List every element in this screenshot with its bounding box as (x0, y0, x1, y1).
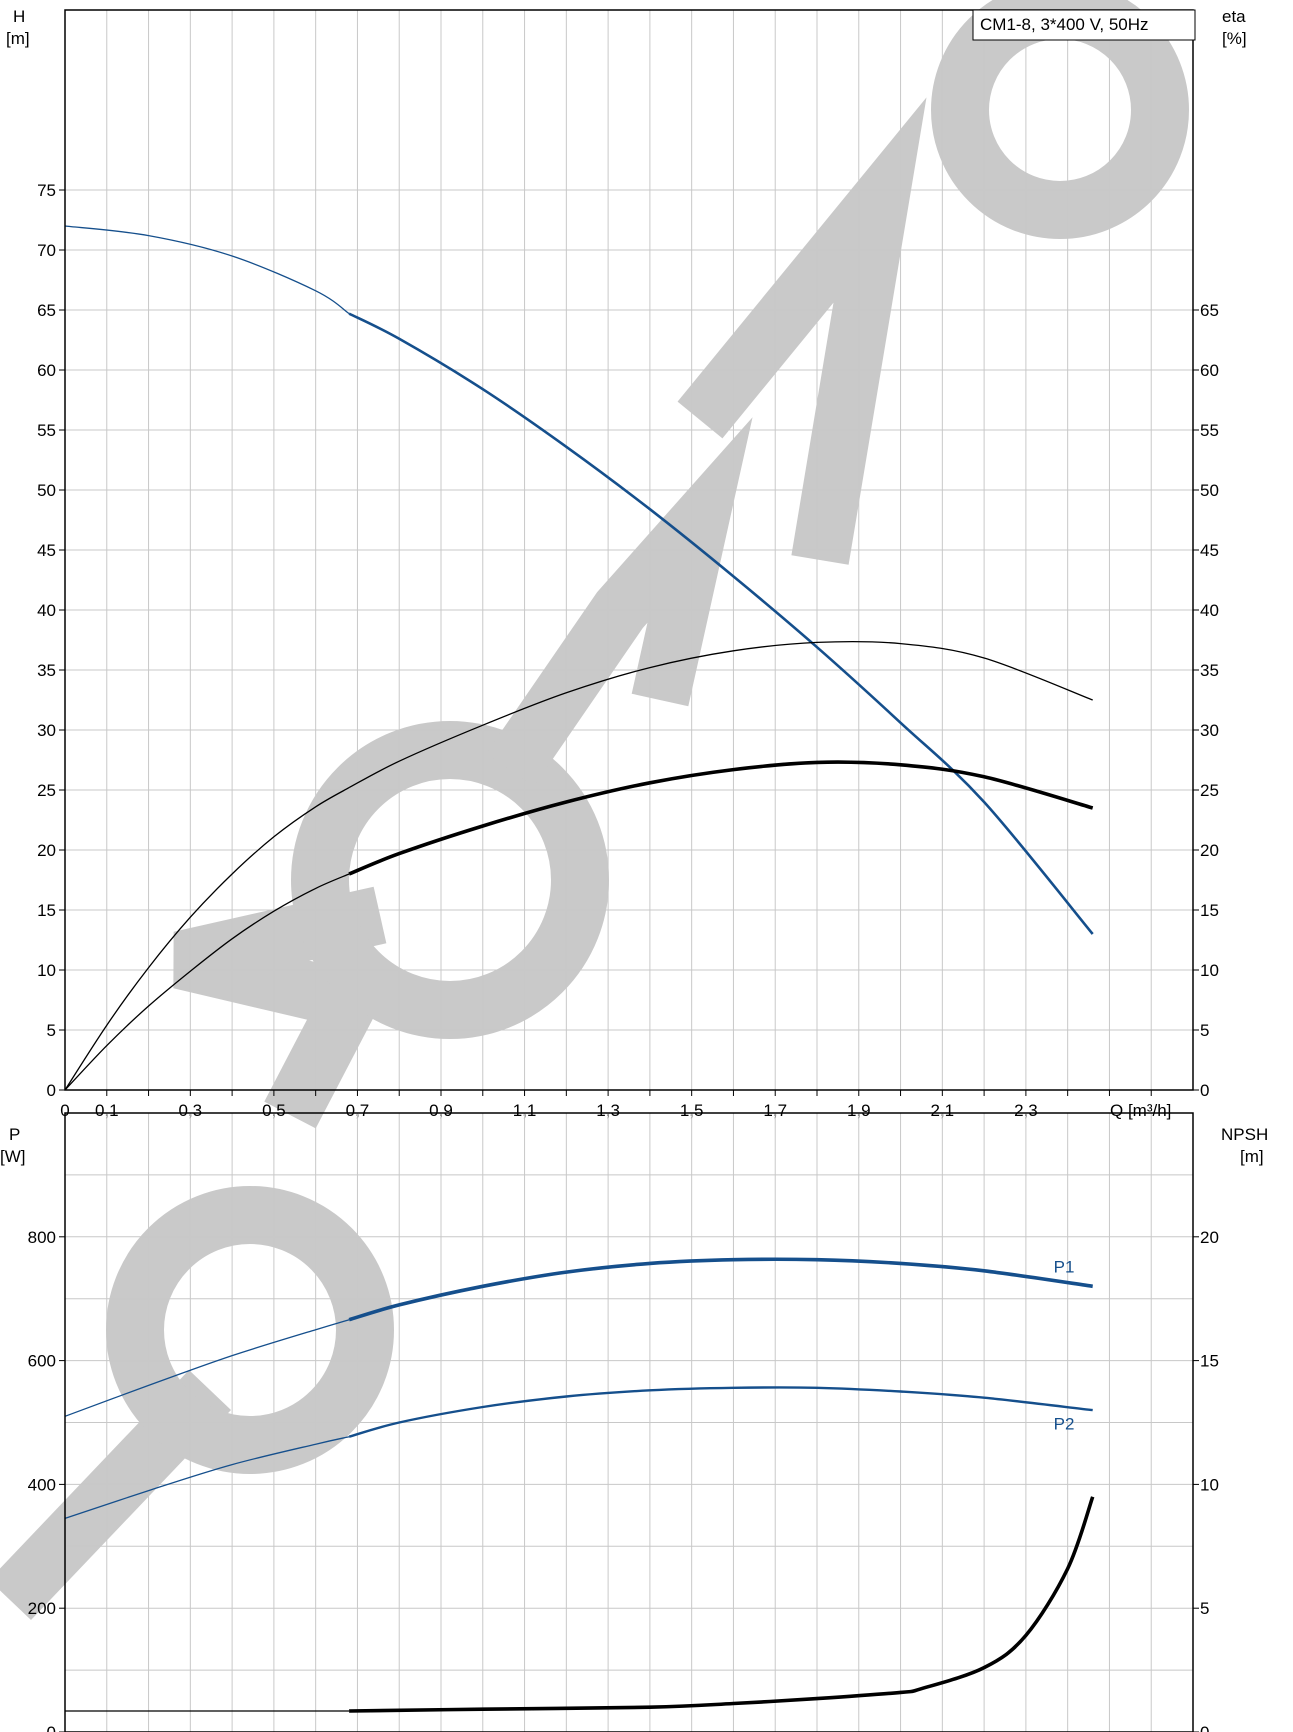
bottom-ticks: 0 200 400 600 800 0 5 10 15 20 (28, 1228, 1219, 1732)
y-tick-label: 75 (37, 181, 56, 200)
y-right-tick-label: 5 (1200, 1021, 1209, 1040)
p-axis-label: P (9, 1125, 20, 1144)
top-ticks: 0 5 10 15 20 25 30 35 40 45 50 55 60 65 70 75 0 5 10 15 20 25… (37, 181, 1219, 1120)
x-tick-label: 0,1 (95, 1101, 119, 1120)
x-tick-label: 0,7 (346, 1101, 370, 1120)
series-label-p1: P1 (1054, 1258, 1075, 1277)
y-right-tick-label: 10 (1200, 1475, 1219, 1494)
x-tick-label: 1,7 (763, 1101, 787, 1120)
y-right-tick-label: 25 (1200, 781, 1219, 800)
y-tick-label: 400 (28, 1475, 56, 1494)
series-line (348, 760, 1094, 876)
series-line (348, 1257, 1093, 1322)
y-right-tick-label: 5 (1200, 1599, 1209, 1618)
y-right-tick-label: 0 (1200, 1081, 1209, 1100)
q-axis-label: Q [m³/h] (1110, 1101, 1171, 1120)
y-tick-label: 45 (37, 541, 56, 560)
y-right-tick-label: 0 (1200, 1723, 1209, 1732)
y-tick-label: 25 (37, 781, 56, 800)
x-tick-label: 0 (60, 1101, 69, 1120)
series-line-extension (64, 873, 350, 1091)
y-tick-label: 20 (37, 841, 56, 860)
x-tick-label: 1,1 (513, 1101, 537, 1120)
series-line (348, 312, 1094, 935)
npsh-axis-unit: [m] (1240, 1147, 1264, 1166)
y-right-tick-label: 10 (1200, 961, 1219, 980)
chart-title: CM1-8, 3*400 V, 50Hz (980, 15, 1149, 34)
y-tick-label: 60 (37, 361, 56, 380)
x-tick-label: 1,5 (680, 1101, 704, 1120)
top-grid (65, 10, 1193, 1090)
eta-axis-label: eta (1222, 7, 1246, 26)
y-tick-label: 50 (37, 481, 56, 500)
y-tick-label: 0 (47, 1723, 56, 1732)
chart-title-box (972, 9, 1196, 41)
y-tick-label: 5 (47, 1021, 56, 1040)
y-right-tick-label: 40 (1200, 601, 1219, 620)
y-right-tick-label: 15 (1200, 1352, 1219, 1371)
npsh-axis-label: NPSH (1221, 1125, 1268, 1144)
series-line (348, 640, 1093, 789)
series-line (349, 1496, 1095, 1713)
y-tick-label: 65 (37, 301, 56, 320)
y-tick-label: 55 (37, 421, 56, 440)
bottom-plot-frame (64, 1112, 1194, 1732)
y-right-tick-label: 15 (1200, 901, 1219, 920)
h-axis-unit: [m] (6, 29, 30, 48)
y-tick-label: 200 (28, 1599, 56, 1618)
series-line-extension (64, 787, 350, 1091)
series-line (348, 1386, 1093, 1438)
series-line-extension (64, 225, 350, 315)
series-line-extension (64, 1319, 350, 1417)
h-axis-label: H (13, 7, 25, 26)
y-tick-label: 15 (37, 901, 56, 920)
y-right-tick-label: 20 (1200, 1228, 1219, 1247)
y-right-tick-label: 35 (1200, 661, 1219, 680)
head-efficiency-panel: 0 5 10 15 20 25 30 35 40 45 50 55 60 65 70 75 0 5 10 15 20 25… (37, 9, 1219, 1120)
y-right-tick-label: 65 (1200, 301, 1219, 320)
x-tick-label: 0,9 (429, 1101, 453, 1120)
y-tick-label: 800 (28, 1228, 56, 1247)
top-series (64, 225, 1094, 1091)
bottom-series (64, 1257, 1095, 1713)
x-tick-label: 0,5 (262, 1101, 286, 1120)
y-tick-label: 600 (28, 1352, 56, 1371)
y-tick-label: 10 (37, 961, 56, 980)
y-tick-label: 40 (37, 601, 56, 620)
power-npsh-panel: 0 200 400 600 800 0 5 10 15 20 (28, 1112, 1219, 1732)
y-tick-label: 0 (47, 1081, 56, 1100)
y-right-tick-label: 30 (1200, 721, 1219, 740)
x-tick-label: 1,9 (847, 1101, 871, 1120)
x-tick-label: 1,3 (596, 1101, 620, 1120)
y-right-tick-label: 50 (1200, 481, 1219, 500)
bottom-grid (65, 1113, 1193, 1732)
x-tick-label: 2,3 (1014, 1101, 1038, 1120)
y-tick-label: 35 (37, 661, 56, 680)
series-line-extension (64, 1436, 350, 1520)
series-label-p2: P2 (1054, 1414, 1075, 1433)
y-right-tick-label: 45 (1200, 541, 1219, 560)
eta-axis-unit: [%] (1222, 29, 1247, 48)
y-right-tick-label: 60 (1200, 361, 1219, 380)
y-tick-label: 70 (37, 241, 56, 260)
y-right-tick-label: 20 (1200, 841, 1219, 860)
x-tick-label: 0,3 (179, 1101, 203, 1120)
y-tick-label: 30 (37, 721, 56, 740)
x-tick-label: 2,1 (931, 1101, 955, 1120)
p-axis-unit: [W] (0, 1147, 26, 1166)
y-right-tick-label: 55 (1200, 421, 1219, 440)
